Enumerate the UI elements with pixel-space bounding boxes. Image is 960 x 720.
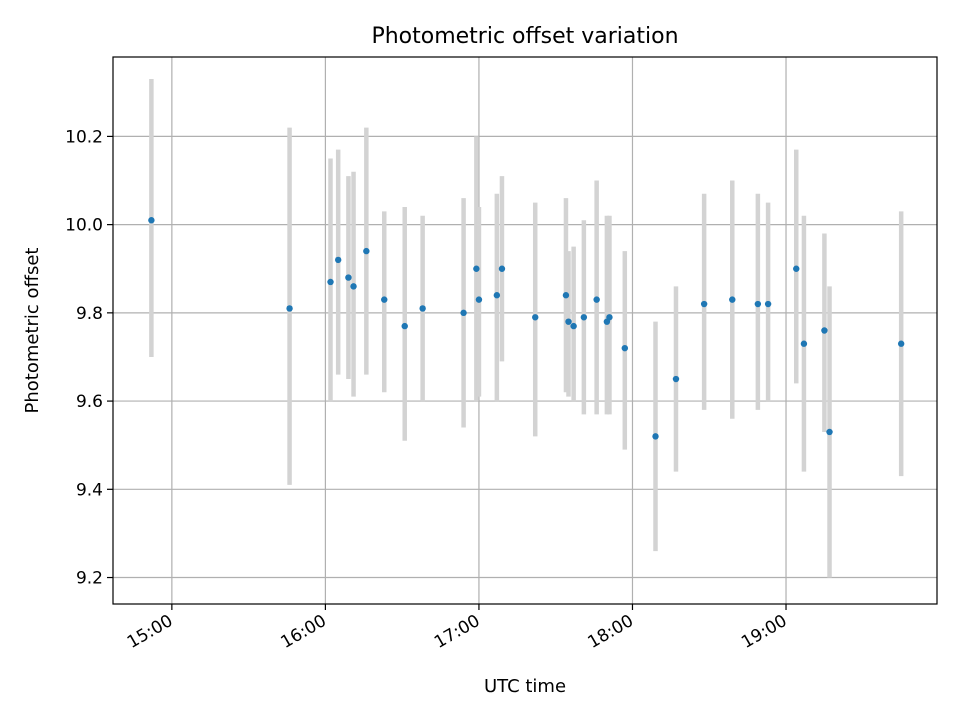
x-axis-label: UTC time — [484, 676, 566, 697]
data-point — [148, 217, 155, 224]
data-point — [729, 296, 736, 303]
y-tick-label: 9.2 — [76, 569, 103, 589]
data-point — [562, 292, 570, 299]
data-point — [532, 314, 539, 321]
data-point — [493, 292, 501, 299]
data-point — [565, 318, 572, 325]
data-point — [800, 340, 808, 347]
y-axis-label: Photometric offset — [22, 248, 43, 414]
data-point — [580, 314, 588, 321]
data-point — [345, 274, 352, 281]
data-point — [754, 300, 762, 308]
plot-frame — [112, 56, 938, 605]
data-point — [672, 375, 680, 383]
data-point — [498, 265, 506, 272]
data-point — [652, 433, 659, 440]
data-point — [363, 247, 370, 255]
data-point — [475, 296, 483, 303]
data-point — [606, 314, 613, 321]
y-tick-label: 10.0 — [65, 216, 103, 236]
data-point — [821, 327, 828, 334]
data-point — [621, 344, 629, 352]
data-point — [593, 296, 600, 303]
data-point — [334, 256, 342, 264]
data-point — [327, 278, 334, 286]
y-tick-label: 9.8 — [76, 304, 103, 324]
data-point — [826, 428, 833, 436]
data-point — [700, 300, 708, 308]
data-point — [286, 305, 293, 312]
y-tick-label: 9.6 — [76, 392, 103, 412]
data-point — [401, 322, 408, 330]
data-point — [460, 309, 467, 317]
data-point — [350, 283, 357, 290]
y-axis-ticks: 9.2 9.4 9.6 9.8 10.0 10.2 — [65, 127, 113, 589]
chart-title: Photometric offset variation — [371, 24, 678, 49]
data-point — [381, 296, 388, 303]
y-tick-label: 10.2 — [65, 127, 103, 147]
data-point — [570, 322, 577, 330]
y-tick-label: 9.4 — [76, 480, 103, 500]
data-point — [473, 265, 480, 272]
data-point — [419, 305, 426, 312]
data-point — [764, 300, 772, 308]
data-points — [148, 217, 905, 440]
data-point — [793, 265, 800, 272]
data-point — [897, 340, 905, 347]
